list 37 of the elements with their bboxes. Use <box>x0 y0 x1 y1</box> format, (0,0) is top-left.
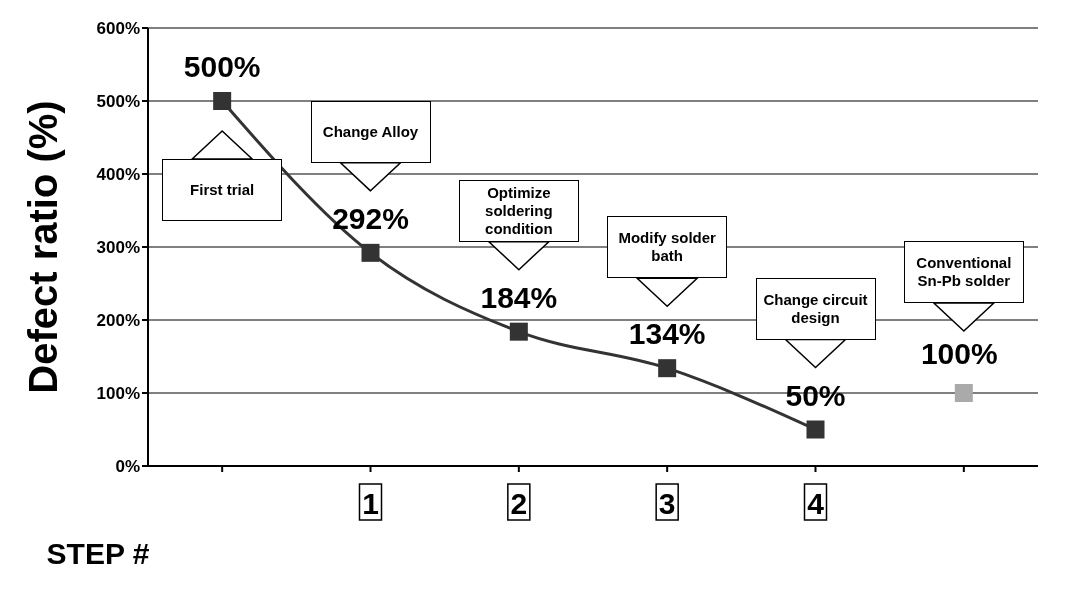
callout: Change Alloy <box>310 100 431 192</box>
data-label: 134% <box>628 317 706 351</box>
point <box>806 420 825 439</box>
x-tick-label: 3 <box>658 487 676 520</box>
callout: Change circuit design <box>755 277 876 369</box>
annotation: First trial <box>162 159 283 221</box>
annotation: Conventional Sn-Pb solder <box>903 241 1024 303</box>
x-axis-title: STEP # <box>46 537 150 570</box>
data-label: 100% <box>920 337 998 371</box>
callout: Modify solder bath <box>607 216 728 308</box>
y-tick-label: 400% <box>96 165 140 185</box>
annotation: Optimize soldering condition <box>458 179 579 242</box>
y-tick-label: 600% <box>96 19 140 39</box>
x-tick-label: 4 <box>807 487 825 520</box>
callout: Conventional Sn-Pb solder <box>903 241 1024 333</box>
y-tick-label: 200% <box>96 311 140 331</box>
data-label: 50% <box>785 378 846 412</box>
y-tick-label: 500% <box>96 92 140 112</box>
annotation: Modify solder bath <box>607 216 728 279</box>
y-tick-label: 100% <box>96 384 140 404</box>
callout: First trial <box>162 129 283 221</box>
data-label: 292% <box>332 201 409 235</box>
callout: Optimize soldering condition <box>458 179 579 271</box>
data-label: 500% <box>183 50 261 83</box>
point <box>361 243 380 262</box>
point <box>213 92 232 110</box>
annotation: Change Alloy <box>310 100 431 163</box>
point <box>658 359 677 378</box>
point <box>509 322 528 341</box>
y-tick-label: 300% <box>96 238 140 258</box>
y-axis-title: Defect ratio (%) <box>21 100 66 394</box>
x-tick-label: 2 <box>510 487 528 520</box>
data-label: 184% <box>480 280 558 314</box>
y-tick-label: 0% <box>115 457 140 477</box>
point <box>954 384 973 402</box>
annotation: Change circuit design <box>755 277 876 340</box>
x-tick-label: 1 <box>362 487 379 520</box>
